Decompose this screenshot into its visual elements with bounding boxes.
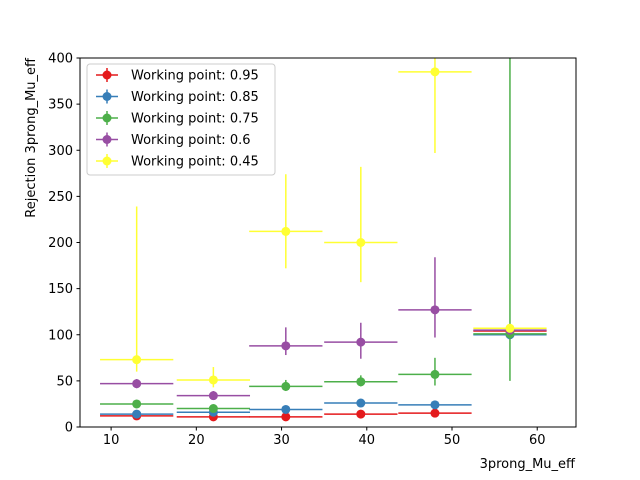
legend-label: Working point: 0.75 bbox=[131, 112, 259, 127]
data-point bbox=[132, 399, 142, 409]
data-point bbox=[281, 341, 291, 351]
data-point bbox=[430, 67, 440, 77]
y-tick-label: 250 bbox=[48, 190, 73, 205]
legend-marker bbox=[102, 156, 112, 166]
y-tick-label: 150 bbox=[48, 282, 73, 297]
legend-label: Working point: 0.95 bbox=[131, 69, 259, 84]
x-tick-label: 50 bbox=[444, 433, 461, 448]
y-tick-label: 0 bbox=[65, 421, 73, 436]
data-point bbox=[132, 379, 142, 389]
y-tick-label: 400 bbox=[48, 52, 73, 67]
legend-marker bbox=[102, 70, 112, 80]
data-point bbox=[430, 400, 440, 410]
data-point bbox=[505, 323, 515, 333]
data-layer bbox=[100, 58, 547, 422]
data-point bbox=[430, 305, 440, 315]
y-axis: 0 50 100 150 200 250 300 350 400 bbox=[48, 52, 80, 436]
series-4 bbox=[100, 58, 547, 388]
y-tick-label: 50 bbox=[56, 374, 73, 389]
legend-label: Working point: 0.45 bbox=[131, 155, 259, 170]
x-tick-label: 10 bbox=[103, 433, 120, 448]
legend-marker bbox=[102, 113, 112, 123]
x-axis-label: 3prong_Mu_eff bbox=[480, 457, 576, 472]
data-point bbox=[281, 226, 291, 236]
series-0 bbox=[100, 326, 547, 422]
data-point bbox=[281, 404, 291, 414]
series-1 bbox=[100, 330, 547, 419]
legend-marker bbox=[102, 92, 112, 101]
x-tick-label: 20 bbox=[188, 433, 205, 448]
data-point bbox=[208, 375, 218, 385]
data-point bbox=[356, 409, 366, 419]
y-tick-label: 200 bbox=[48, 236, 73, 251]
data-point bbox=[132, 409, 142, 419]
legend-marker bbox=[102, 135, 112, 144]
x-axis: 10 20 30 40 50 60 bbox=[103, 427, 546, 448]
data-point bbox=[281, 412, 291, 422]
data-point bbox=[430, 369, 440, 379]
data-point bbox=[208, 391, 218, 401]
legend-frame bbox=[86, 63, 276, 176]
x-tick-label: 60 bbox=[529, 433, 546, 448]
legend-label: Working point: 0.6 bbox=[131, 133, 251, 148]
legend-label: Working point: 0.85 bbox=[131, 90, 259, 105]
x-tick-label: 40 bbox=[359, 433, 376, 448]
data-point bbox=[208, 404, 218, 414]
data-point bbox=[430, 408, 440, 418]
legend: Working point: 0.95 Working point: 0.85 Wo… bbox=[86, 63, 276, 176]
data-point bbox=[132, 355, 142, 365]
y-tick-label: 300 bbox=[48, 144, 73, 159]
data-point bbox=[356, 398, 366, 408]
data-point bbox=[281, 381, 291, 391]
x-tick-label: 30 bbox=[273, 433, 290, 448]
data-point bbox=[356, 337, 366, 347]
data-point bbox=[356, 377, 366, 387]
data-point bbox=[356, 238, 366, 247]
series-2 bbox=[100, 58, 547, 414]
y-tick-label: 100 bbox=[48, 328, 73, 343]
y-axis-label: Rejection 3prong_Mu_eff bbox=[24, 57, 39, 218]
series-3 bbox=[100, 257, 547, 401]
y-tick-label: 350 bbox=[48, 98, 73, 113]
